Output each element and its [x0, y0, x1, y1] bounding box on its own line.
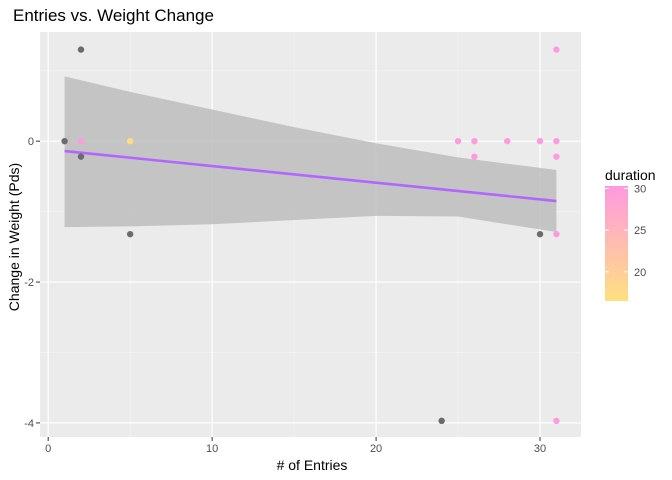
legend-ticks: 20 25 30 [605, 184, 646, 279]
data-point [553, 230, 560, 238]
chart-title: Entries vs. Weight Change [13, 6, 214, 25]
y-tick-label: -4 [24, 418, 34, 430]
y-tick-label: 0 [28, 136, 34, 148]
data-point [77, 46, 85, 53]
data-point [77, 153, 85, 160]
data-point [536, 230, 544, 238]
data-points [61, 46, 560, 424]
trend-line [64, 149, 557, 203]
legend: duration 20 25 30 [605, 167, 656, 301]
data-point [553, 137, 560, 145]
data-point [471, 137, 478, 145]
y-axis-ticks: -4 -2 0 [24, 136, 40, 430]
data-point [504, 137, 511, 145]
y-tick-label: -2 [24, 277, 34, 289]
x-tick-label: 30 [534, 443, 546, 455]
x-tick-label: 20 [370, 443, 382, 455]
data-point [61, 137, 68, 145]
data-point [536, 137, 544, 145]
data-point [553, 417, 560, 424]
data-point [77, 137, 85, 145]
data-point [471, 153, 478, 160]
legend-tick-label: 30 [634, 184, 646, 196]
legend-tick-label: 20 [634, 267, 646, 279]
data-point [126, 137, 134, 145]
x-tick-label: 10 [206, 443, 218, 455]
x-axis-title: # of Entries [277, 457, 348, 473]
legend-colorbar [605, 186, 628, 301]
confidence-band [64, 76, 557, 233]
legend-title: duration [605, 167, 656, 183]
y-axis-title: Change in Weight (Pds) [6, 163, 22, 311]
data-point [454, 137, 462, 145]
data-point [438, 417, 445, 424]
legend-tick-label: 25 [634, 225, 646, 237]
data-point [126, 230, 134, 238]
data-point [553, 153, 560, 160]
data-point [553, 46, 560, 53]
x-tick-label: 0 [45, 443, 51, 455]
x-axis-ticks: 0 10 20 30 [45, 437, 546, 455]
